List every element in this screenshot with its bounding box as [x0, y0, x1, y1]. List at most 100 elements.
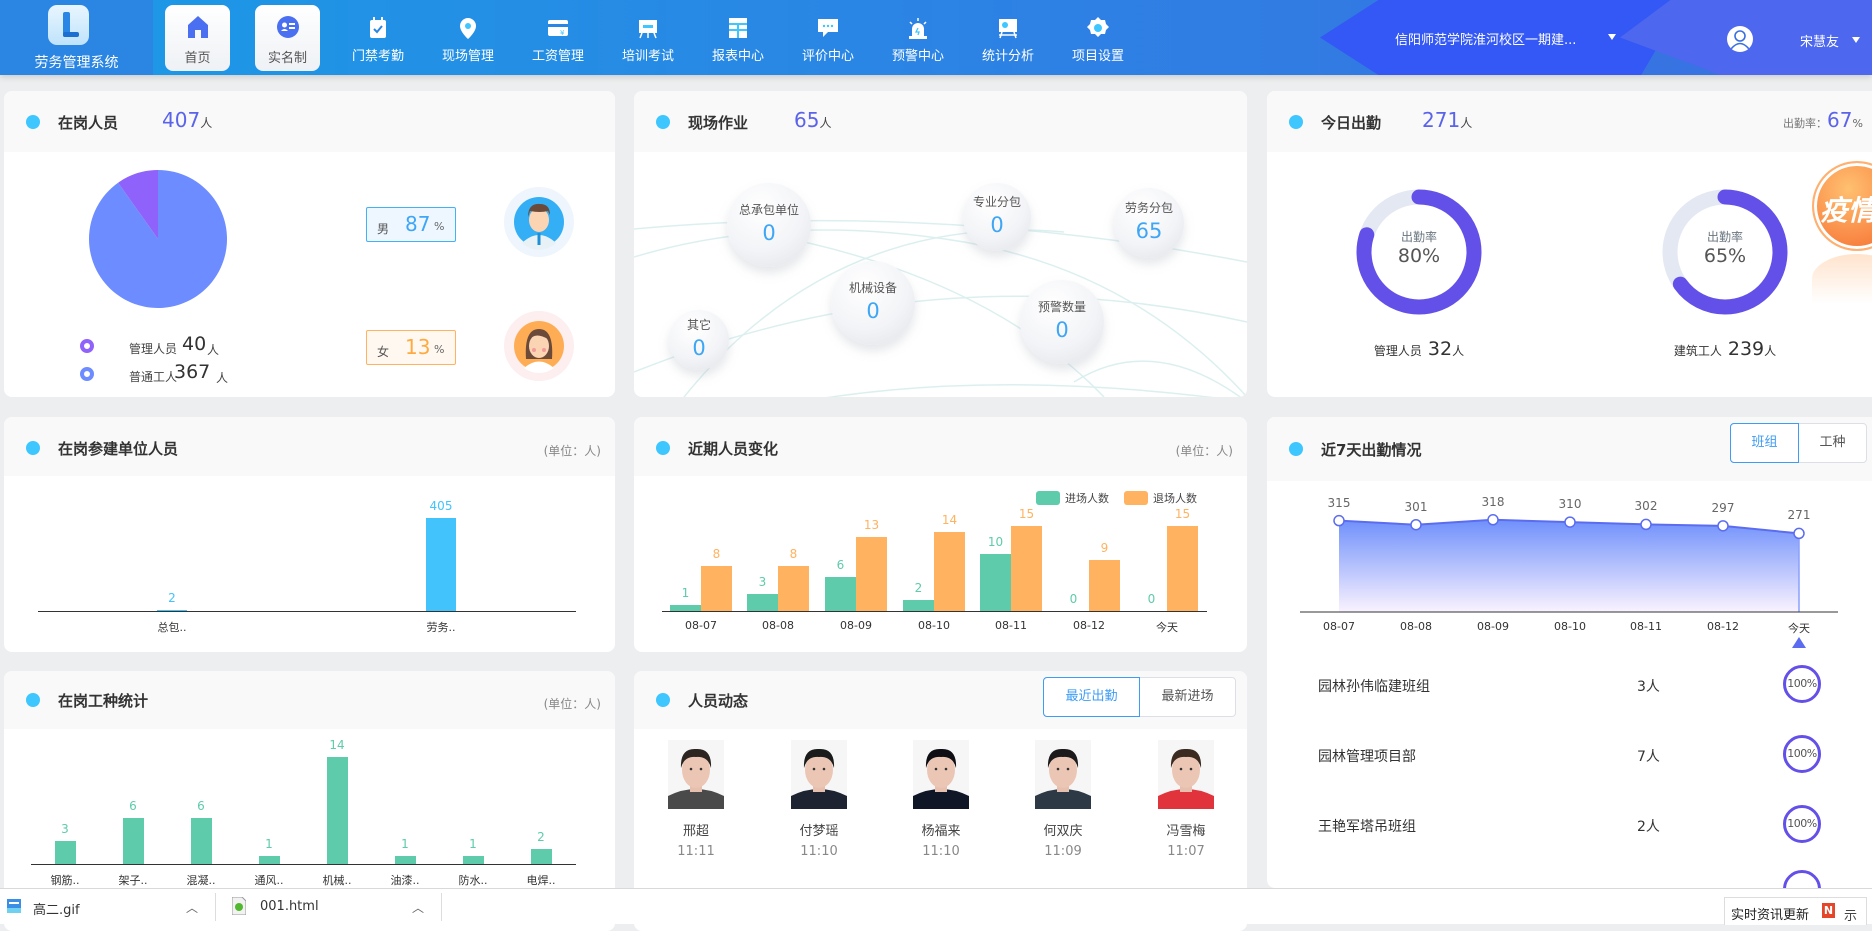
- count-unit: 人: [200, 116, 213, 130]
- x-axis-line: [662, 611, 1207, 612]
- bar[interactable]: [934, 531, 965, 611]
- data-point[interactable]: [1333, 514, 1345, 527]
- male-label: 男: [377, 222, 390, 236]
- bar[interactable]: [462, 856, 484, 864]
- person-photo[interactable]: [913, 740, 969, 809]
- bar[interactable]: [747, 594, 778, 611]
- team-row[interactable]: 园林孙伟临建班组 3人 100%: [1267, 660, 1872, 710]
- tab-new-entry[interactable]: 最新进场: [1161, 689, 1214, 704]
- bar[interactable]: [701, 565, 732, 611]
- home-icon: [187, 16, 208, 38]
- bar[interactable]: [54, 841, 76, 864]
- legend-label: 普通工人: [129, 370, 178, 384]
- team-rate-ring: 100%: [1783, 735, 1821, 773]
- nav-item[interactable]: 评价中心: [785, 12, 871, 68]
- user-menu-chevron-icon[interactable]: [1852, 37, 1860, 43]
- panel-title: 人员动态: [688, 692, 749, 710]
- html-file-icon: [232, 897, 246, 915]
- divider: [215, 893, 216, 921]
- download-item[interactable]: 高二.gif ︿: [0, 889, 215, 925]
- bar[interactable]: [778, 565, 809, 611]
- nav-item[interactable]: 项目设置: [1055, 12, 1141, 68]
- bar[interactable]: [190, 818, 212, 864]
- person-photo[interactable]: [791, 740, 847, 809]
- data-point[interactable]: [1487, 514, 1499, 526]
- field-bubble[interactable]: 预警数量 0: [1020, 280, 1104, 364]
- legend-marker-icon: [80, 367, 94, 381]
- male-ratio-box: 男 87 %: [366, 207, 456, 242]
- bar[interactable]: [670, 605, 701, 611]
- panel-header: [4, 91, 615, 152]
- news-popup[interactable]: 实时资讯更新 N 示: [1724, 897, 1867, 925]
- team-row[interactable]: 王艳军塔吊班组 2人 100%: [1267, 800, 1872, 850]
- nav-item[interactable]: ¥ 工资管理: [515, 12, 601, 68]
- bar[interactable]: [903, 599, 934, 611]
- nav-item-label: 预警中心: [891, 49, 944, 64]
- person-name: 付梦瑶: [799, 824, 839, 839]
- bar[interactable]: [530, 848, 552, 864]
- field-bubble[interactable]: 劳务分包 65: [1114, 188, 1184, 258]
- nav-item[interactable]: 预警中心: [875, 12, 961, 68]
- bubble-label: 专业分包: [972, 195, 1021, 209]
- epidemic-button[interactable]: 疫情: [1812, 161, 1872, 251]
- data-point[interactable]: [1410, 518, 1422, 531]
- bar[interactable]: [157, 609, 187, 611]
- user-name-menu[interactable]: 宋慧友: [1800, 35, 1840, 50]
- field-bubble[interactable]: 其它 0: [669, 310, 729, 370]
- tab-team[interactable]: 班组: [1730, 423, 1799, 463]
- nav-item[interactable]: 现场管理: [425, 12, 511, 68]
- team-row[interactable]: 园林管理项目部 7人 100%: [1267, 730, 1872, 780]
- bubble-value: 0: [1055, 318, 1069, 342]
- data-point[interactable]: [1564, 516, 1576, 528]
- unit-staff-panel: 在岗参建单位人员 (单位：人) 总包.. 2 劳务.. 405: [4, 417, 615, 652]
- bar[interactable]: [1089, 560, 1120, 611]
- data-point[interactable]: [1640, 518, 1652, 531]
- chevron-up-icon[interactable]: ︿: [186, 901, 199, 915]
- data-point[interactable]: [1793, 527, 1805, 540]
- bar[interactable]: [394, 856, 416, 864]
- logo-area[interactable]: 劳务管理系统: [0, 0, 153, 75]
- bar[interactable]: [258, 856, 280, 864]
- bar-value-label: 13: [863, 518, 880, 533]
- bar[interactable]: [856, 537, 887, 611]
- bar[interactable]: [122, 818, 144, 864]
- user-avatar[interactable]: [1727, 26, 1753, 52]
- team-count: 3人: [1637, 679, 1660, 695]
- calendar-check-icon: [370, 17, 386, 38]
- nav-realname-button[interactable]: 实名制: [255, 5, 320, 71]
- person-photo[interactable]: [1035, 740, 1091, 809]
- bar[interactable]: [980, 554, 1011, 611]
- nav-home-button[interactable]: 首页: [165, 5, 230, 71]
- trade-stats-panel: 在岗工种统计 (单位：人) 钢筋.. 3 架子.. 6 混凝.. 6 通风.. 1 机械.. 14…: [4, 671, 615, 931]
- donut-inner-label: 出勤率: [1706, 230, 1743, 244]
- nav-item[interactable]: 报表中心: [695, 12, 781, 68]
- field-bubble[interactable]: 总承包单位 0: [727, 183, 811, 267]
- point-value-label: 318: [1481, 494, 1505, 509]
- panel-title: 在岗参建单位人员: [58, 440, 179, 458]
- project-selector[interactable]: 信阳师范学院淮河校区一期建...: [1395, 33, 1577, 48]
- x-tick-label: 08-11: [995, 619, 1027, 632]
- nav-item[interactable]: 培训考试: [605, 12, 691, 68]
- data-point[interactable]: [1717, 520, 1729, 532]
- tab-trade[interactable]: 工种: [1819, 435, 1846, 450]
- chevron-up-icon[interactable]: ︿: [412, 901, 425, 915]
- x-tick-label: 机械..: [322, 874, 352, 887]
- x-tick-label: 08-11: [1630, 620, 1662, 633]
- person-photo[interactable]: [668, 740, 724, 809]
- bar[interactable]: [426, 518, 456, 611]
- person-photo[interactable]: [1158, 740, 1214, 809]
- chevron-down-icon[interactable]: [1608, 34, 1616, 40]
- field-bubble[interactable]: 专业分包 0: [963, 183, 1031, 251]
- nav-item[interactable]: 门禁考勤: [335, 12, 421, 68]
- rate-sign: %: [1852, 117, 1863, 130]
- tab-recent-attendance[interactable]: 最近出勤: [1043, 677, 1140, 717]
- attendance-donut: [1356, 189, 1482, 315]
- week-tabs: 班组 工种: [1730, 423, 1867, 463]
- nav-item[interactable]: 统计分析: [965, 12, 1051, 68]
- bar[interactable]: [326, 757, 348, 864]
- field-bubble[interactable]: 机械设备 0: [831, 261, 915, 345]
- bar[interactable]: [1167, 526, 1198, 611]
- bar[interactable]: [1011, 526, 1042, 611]
- bar[interactable]: [825, 577, 856, 611]
- download-item[interactable]: 001.html ︿: [216, 889, 441, 925]
